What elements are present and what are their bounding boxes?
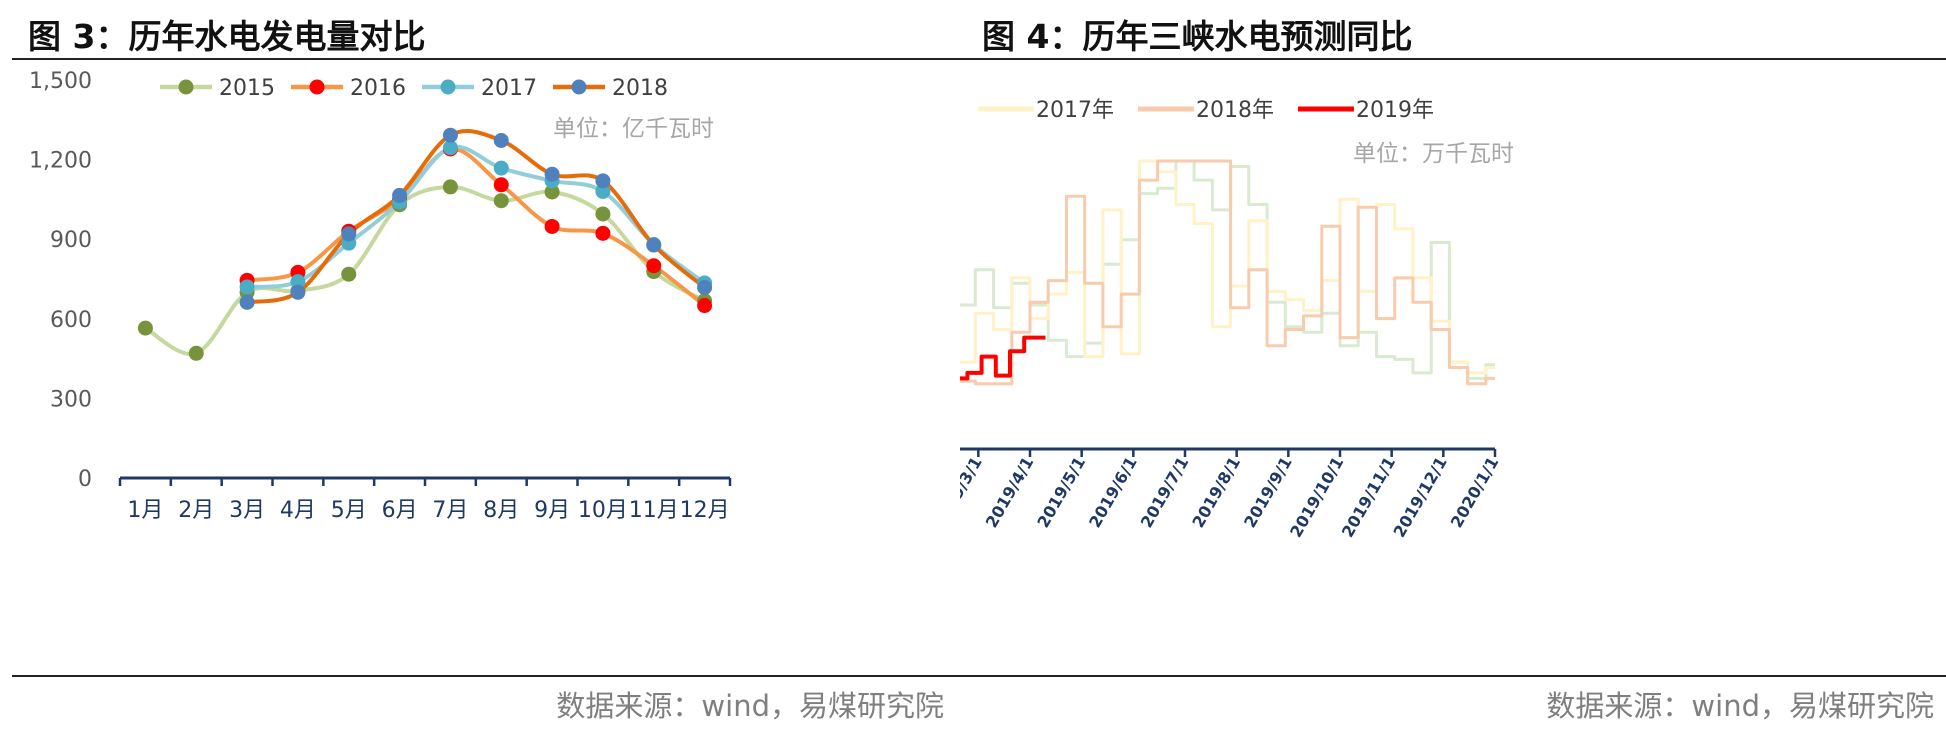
data-point-2018: [392, 187, 408, 203]
x-tick-label: 2月: [178, 498, 214, 523]
series-line-2017年: [960, 159, 1495, 375]
legend-marker-2016: [309, 79, 325, 95]
data-point-2015: [341, 266, 357, 282]
y-tick-label: 0: [78, 467, 92, 492]
y-tick-label: 1,500: [29, 69, 92, 94]
data-point-2017: [493, 160, 509, 176]
series-line-2017: [245, 144, 707, 289]
data-point-2018: [290, 284, 306, 300]
y-tick-label: 900: [50, 228, 92, 253]
data-point-2017: [290, 274, 306, 290]
data-point-2018: [493, 132, 509, 148]
chart-panel-hydropower-generation: 图 3：历年水电发电量对比 0 300 600 900 1,200 1,500 1月 2月 3月…: [0, 0, 960, 734]
x-tick-label: 2019/10/1: [1286, 454, 1347, 541]
series-line-2016: [245, 146, 707, 308]
data-point-2018: [442, 127, 458, 143]
data-point-2017: [442, 140, 458, 156]
chart-title: 图 4：历年三峡水电预测同比: [982, 17, 1413, 56]
data-point-2018: [544, 166, 560, 182]
x-tick-label: 2019/4/1: [982, 454, 1038, 531]
line-chart-2: 0150003000045000600002019/1/12019/2/1201…: [960, 98, 1514, 541]
chart-panel-three-gorges: 图 4：历年三峡水电预测同比 0150003000045000600002019…: [960, 0, 1946, 734]
x-tick-label: 8月: [483, 498, 519, 523]
legend-marker-2015: [178, 79, 194, 95]
source-rule: [960, 675, 1946, 677]
legend-label: 2017: [481, 76, 537, 101]
data-point-2018: [646, 237, 662, 253]
x-tick-label: 11月: [629, 498, 679, 523]
x-tick-label: 12月: [680, 498, 730, 523]
x-tick-label: 2019/11/1: [1338, 454, 1399, 541]
x-tick-label: 2019/12/1: [1390, 454, 1451, 541]
x-tick-label: 9月: [534, 498, 570, 523]
series-line-2019年: [960, 335, 1046, 381]
x-tick-label: 7月: [432, 498, 468, 523]
data-point-2015: [544, 184, 560, 200]
data-source: 数据来源：wind，易煤研究院: [1546, 689, 1934, 723]
data-point-2016: [493, 177, 509, 193]
x-tick-label: 10月: [578, 498, 628, 523]
legend-marker-2017: [440, 79, 456, 95]
x-tick-label: 2019/6/1: [1085, 454, 1141, 531]
data-point-2015: [595, 206, 611, 222]
x-tick-label: 2019/7/1: [1137, 454, 1193, 531]
legend-label: 2016: [350, 76, 406, 101]
data-point-2016: [646, 258, 662, 274]
series-line-2016年: [960, 159, 1495, 380]
data-point-2016: [544, 218, 560, 234]
data-point-2016: [595, 225, 611, 241]
series-line-2018: [245, 129, 707, 305]
line-chart-1: 0 300 600 900 1,200 1,500 1月 2月 3月 4月 5月 6月 7月 8月 9月 10…: [29, 69, 732, 523]
data-point-2015: [442, 179, 458, 195]
data-point-2015: [188, 345, 204, 361]
x-tick-label: 1月: [127, 498, 163, 523]
data-point-2018: [341, 226, 357, 242]
source-rule: [12, 675, 960, 677]
data-point-2018: [697, 279, 713, 295]
data-point-2017: [595, 183, 611, 199]
data-point-2016: [697, 298, 713, 314]
data-point-2018: [239, 294, 255, 310]
legend-label: 2015: [219, 76, 275, 101]
x-tick-label: 2020/1/1: [1447, 454, 1503, 531]
x-tick-label: 6月: [382, 498, 418, 523]
legend-label: 2018: [612, 76, 668, 101]
title-rule: [12, 58, 960, 60]
data-point-2017: [239, 279, 255, 295]
x-tick-label: 3月: [229, 498, 265, 523]
data-point-2015: [137, 320, 153, 336]
legend-label: 2017年: [1036, 98, 1114, 123]
y-tick-label: 600: [50, 308, 92, 333]
y-tick-label: 1,200: [29, 149, 92, 174]
legend-label: 2019年: [1356, 98, 1434, 123]
legend-label: 2018年: [1196, 98, 1274, 123]
x-tick-label: 2019/8/1: [1188, 454, 1244, 531]
legend-marker-2018: [571, 79, 587, 95]
unit-label: 单位：亿千瓦时: [553, 116, 714, 142]
x-tick-label: 2019/5/1: [1033, 454, 1089, 531]
data-point-2018: [595, 173, 611, 189]
x-tick-label: 5月: [331, 498, 367, 523]
x-tick-label: 2019/9/1: [1240, 454, 1296, 531]
x-tick-label: 4月: [280, 498, 316, 523]
y-tick-label: 300: [50, 387, 92, 412]
chart-title: 图 3：历年水电发电量对比: [28, 17, 426, 56]
unit-label: 单位：万千瓦时: [1353, 141, 1514, 167]
data-point-2015: [493, 193, 509, 209]
title-rule: [960, 58, 1946, 60]
series-line-2018年: [960, 159, 1495, 386]
data-source: 数据来源：wind，易煤研究院: [556, 689, 944, 723]
series-line-2015: [143, 184, 707, 357]
